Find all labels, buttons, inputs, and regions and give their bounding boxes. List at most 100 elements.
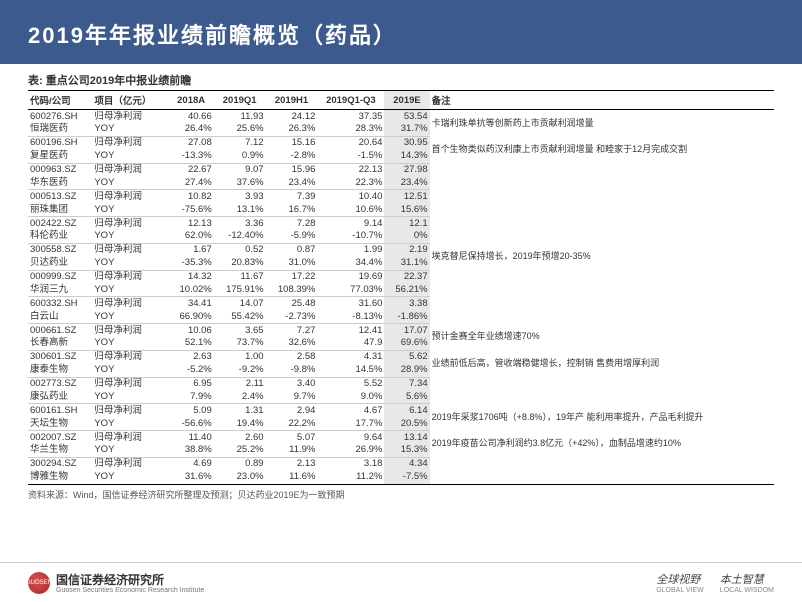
data-cell: 25.6%	[214, 123, 266, 136]
data-cell: -10.7%	[317, 230, 384, 243]
name-cell: 科伦药业	[28, 230, 92, 243]
data-cell: 14.07	[214, 297, 266, 310]
data-cell: 3.18	[317, 457, 384, 470]
data-cell: 31.7%	[384, 123, 429, 136]
data-cell: YOY	[92, 337, 168, 350]
data-cell: 10.02%	[169, 283, 214, 296]
data-cell: 22.37	[384, 270, 429, 283]
data-cell: 归母净利润	[92, 136, 168, 149]
data-cell: 5.52	[317, 377, 384, 390]
data-cell: 11.9%	[266, 444, 318, 457]
data-cell: 31.1%	[384, 257, 429, 270]
table-caption: 表: 重点公司2019年中报业绩前瞻	[28, 72, 774, 88]
data-cell: 28.9%	[384, 364, 429, 377]
data-cell: 23.4%	[384, 176, 429, 189]
data-cell: YOY	[92, 123, 168, 136]
data-cell: 13.14	[384, 431, 429, 444]
data-cell: 0.52	[214, 243, 266, 256]
table-head: 代码/公司项目（亿元）2018A2019Q12019H12019Q1-Q3201…	[28, 91, 774, 110]
data-cell: 11.6%	[266, 471, 318, 484]
data-cell: 26.9%	[317, 444, 384, 457]
data-cell: 56.21%	[384, 283, 429, 296]
logo-text: 国信证券经济研究所	[56, 571, 204, 588]
data-cell: 7.9%	[169, 390, 214, 403]
data-cell: YOY	[92, 364, 168, 377]
table-row: 000661.SZ归母净利润10.063.657.2712.4117.07预计金…	[28, 324, 774, 337]
data-cell: YOY	[92, 390, 168, 403]
table-body: 600276.SH归母净利润40.6611.9324.1237.3553.54卡…	[28, 110, 774, 484]
name-cell: 华润三九	[28, 283, 92, 296]
data-cell: 31.60	[317, 297, 384, 310]
data-cell: 归母净利润	[92, 404, 168, 417]
code-cell: 300294.SZ	[28, 457, 92, 470]
name-cell: 康弘药业	[28, 390, 92, 403]
table-row: 000963.SZ归母净利润22.679.0715.9622.1327.98	[28, 163, 774, 176]
data-cell: 1.67	[169, 243, 214, 256]
data-cell: 9.14	[317, 217, 384, 230]
data-cell: YOY	[92, 283, 168, 296]
data-cell: 10.6%	[317, 203, 384, 216]
data-cell: 5.62	[384, 350, 429, 363]
data-cell: 108.39%	[266, 283, 318, 296]
note-cell: 2019年采浆1706吨（+8.8%），19年产 能利用率提升，产品毛利提升	[430, 404, 774, 431]
data-cell: 17.22	[266, 270, 318, 283]
slogan-1: 全球视野 GLOBAL VIEW	[656, 571, 704, 594]
data-cell: 19.69	[317, 270, 384, 283]
data-cell: 7.27	[266, 324, 318, 337]
data-cell: 7.34	[384, 377, 429, 390]
name-cell: 丽珠集团	[28, 203, 92, 216]
data-cell: 19.4%	[214, 417, 266, 430]
name-cell: 博雅生物	[28, 471, 92, 484]
data-cell: 归母净利润	[92, 110, 168, 123]
slogan-2: 本土智慧 LOCAL WISDOM	[720, 571, 774, 594]
name-cell: 贝达药业	[28, 257, 92, 270]
data-cell: -2.73%	[266, 310, 318, 323]
code-cell: 600196.SH	[28, 136, 92, 149]
data-cell: YOY	[92, 150, 168, 163]
data-cell: -75.6%	[169, 203, 214, 216]
data-cell: 38.8%	[169, 444, 214, 457]
logo-block: GUOSEN 国信证券经济研究所 Guosen Securities Econo…	[28, 571, 204, 594]
data-cell: 13.1%	[214, 203, 266, 216]
data-cell: -12.40%	[214, 230, 266, 243]
code-cell: 000513.SZ	[28, 190, 92, 203]
data-cell: -5.2%	[169, 364, 214, 377]
data-cell: 5.09	[169, 404, 214, 417]
data-cell: 12.13	[169, 217, 214, 230]
data-cell: -9.8%	[266, 364, 318, 377]
code-cell: 300601.SZ	[28, 350, 92, 363]
name-cell: 长春高新	[28, 337, 92, 350]
name-cell: 复星医药	[28, 150, 92, 163]
data-cell: 11.40	[169, 431, 214, 444]
table-row: 300558.SZ归母净利润1.670.520.871.992.19埃克替尼保持…	[28, 243, 774, 256]
data-cell: -35.3%	[169, 257, 214, 270]
data-cell: 25.48	[266, 297, 318, 310]
data-cell: 3.65	[214, 324, 266, 337]
code-cell: 002422.SZ	[28, 217, 92, 230]
data-cell: 归母净利润	[92, 190, 168, 203]
data-cell: 27.98	[384, 163, 429, 176]
data-cell: 1.00	[214, 350, 266, 363]
note-cell: 首个生物类似药汉利康上市贡献利润增量 和睦家于12月完成交割	[430, 136, 774, 163]
data-cell: 175.91%	[214, 283, 266, 296]
data-cell: 2.4%	[214, 390, 266, 403]
data-cell: 23.0%	[214, 471, 266, 484]
data-cell: 9.64	[317, 431, 384, 444]
data-cell: 归母净利润	[92, 243, 168, 256]
footer: GUOSEN 国信证券经济研究所 Guosen Securities Econo…	[0, 562, 802, 602]
data-cell: -8.13%	[317, 310, 384, 323]
data-cell: 15.3%	[384, 444, 429, 457]
table-row: 600196.SH归母净利润27.087.1215.1620.6430.95首个…	[28, 136, 774, 149]
table-row: 002007.SZ归母净利润11.402.605.079.6413.142019…	[28, 431, 774, 444]
data-cell: YOY	[92, 310, 168, 323]
content-area: 表: 重点公司2019年中报业绩前瞻 代码/公司项目（亿元）2018A2019Q…	[0, 64, 802, 501]
code-cell: 600161.SH	[28, 404, 92, 417]
data-cell: 26.3%	[266, 123, 318, 136]
data-cell: 27.08	[169, 136, 214, 149]
data-cell: YOY	[92, 203, 168, 216]
note-cell: 卡瑞利珠单抗等创新药上市贡献利润增量	[430, 110, 774, 137]
data-cell: YOY	[92, 257, 168, 270]
data-cell: 2.63	[169, 350, 214, 363]
table-row: 600332.SH归母净利润34.4114.0725.4831.603.38	[28, 297, 774, 310]
data-cell: 12.1	[384, 217, 429, 230]
